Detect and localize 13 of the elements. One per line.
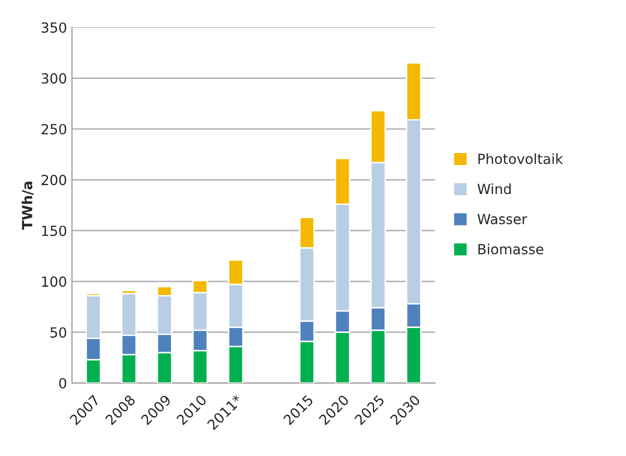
- legend-label: Wind: [478, 183, 511, 194]
- y-axis-title: TWh/a: [22, 182, 34, 230]
- y-tick-label: 100: [42, 276, 66, 287]
- legend-label: Biomasse: [478, 244, 544, 254]
- y-tick-label: 250: [42, 124, 66, 134]
- y-tick-label: 50: [50, 327, 66, 338]
- y-tick-label: 300: [42, 73, 66, 84]
- legend-label: Wasser: [478, 214, 528, 224]
- y-tick-label: 200: [42, 174, 66, 186]
- legend-label: Photovoltaik: [478, 153, 564, 164]
- y-tick-label: 0: [59, 378, 66, 389]
- y-tick-label: 350: [42, 22, 66, 33]
- y-tick-label: 150: [42, 226, 66, 236]
